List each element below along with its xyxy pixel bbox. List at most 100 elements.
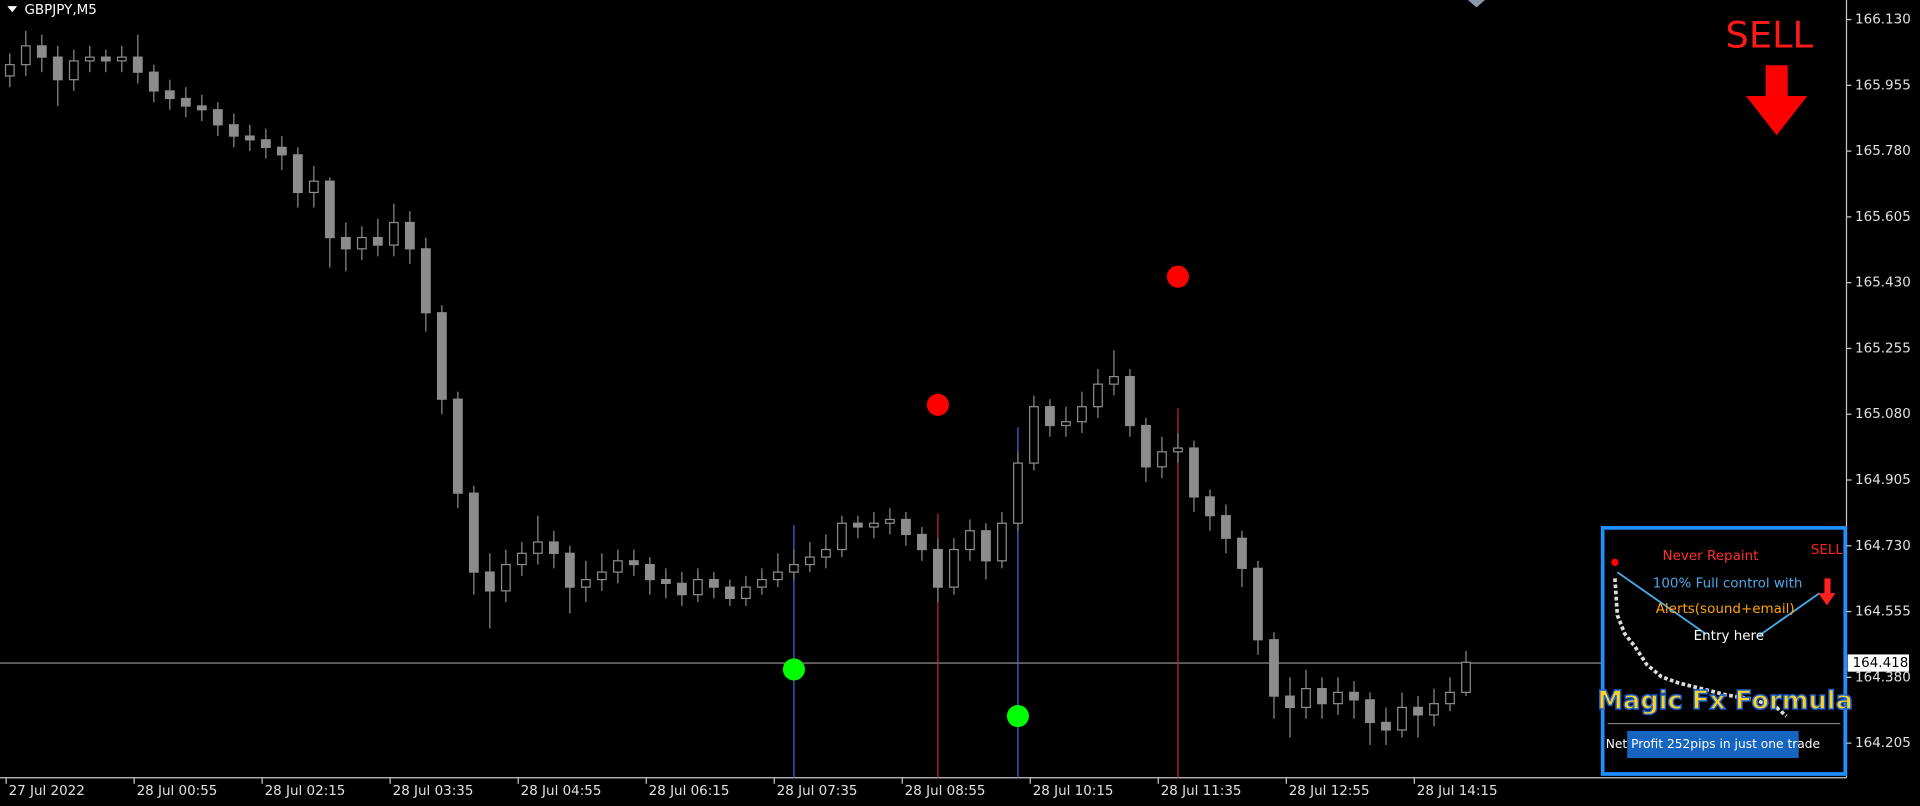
candle-body bbox=[1365, 699, 1375, 724]
inset-brand: Magic Fx Formula bbox=[1597, 686, 1853, 716]
candle-body bbox=[1269, 639, 1279, 697]
candle-body bbox=[308, 180, 319, 194]
candle-body bbox=[676, 582, 687, 596]
y-tick-label: 165.080 bbox=[1855, 406, 1911, 422]
candle-body bbox=[805, 556, 815, 566]
candle-body bbox=[68, 60, 79, 81]
candle-body bbox=[580, 578, 591, 588]
menu-triangle[interactable] bbox=[7, 6, 18, 13]
x-tick-label: 28 Jul 03:35 bbox=[393, 783, 474, 799]
signal-dot bbox=[782, 658, 805, 681]
candle-body bbox=[821, 548, 831, 558]
candle-body bbox=[468, 492, 479, 573]
candle-body bbox=[1301, 687, 1311, 709]
signal-text: SELL bbox=[1726, 13, 1814, 56]
candle-body bbox=[724, 586, 735, 600]
candle-body bbox=[837, 522, 847, 551]
candle-body bbox=[1237, 537, 1247, 569]
inset-text: Never Repaint bbox=[1663, 548, 1759, 564]
candle-body bbox=[1205, 496, 1215, 517]
candle-body bbox=[933, 548, 943, 588]
y-tick-label: 165.955 bbox=[1855, 77, 1911, 93]
candle-body bbox=[1125, 376, 1135, 427]
candle-body bbox=[965, 530, 975, 551]
candle-body bbox=[1157, 451, 1167, 468]
x-tick-label: 28 Jul 11:35 bbox=[1161, 783, 1242, 799]
inset-text: Alerts(sound+email) bbox=[1656, 601, 1795, 617]
candle-body bbox=[516, 552, 527, 566]
candle-body bbox=[356, 236, 367, 250]
y-tick-label: 165.605 bbox=[1855, 209, 1911, 225]
y-tick-label: 164.205 bbox=[1855, 735, 1911, 751]
candle-body bbox=[20, 45, 31, 66]
x-tick-label: 28 Jul 00:55 bbox=[137, 783, 218, 799]
candle-body bbox=[36, 45, 47, 58]
y-tick-label: 166.130 bbox=[1855, 12, 1911, 28]
candle-body bbox=[484, 571, 495, 592]
inset-text: Net Profit 252pips in just one trade bbox=[1606, 737, 1820, 751]
candle-body bbox=[789, 563, 799, 573]
candle-body bbox=[997, 522, 1007, 562]
candle-body bbox=[4, 64, 15, 77]
candle-body bbox=[452, 398, 463, 494]
candle-body bbox=[1317, 687, 1327, 705]
inset-profit-box bbox=[1627, 730, 1799, 759]
candle-body bbox=[292, 154, 303, 194]
candle-body bbox=[212, 109, 223, 126]
x-tick-label: 27 Jul 2022 bbox=[9, 783, 85, 799]
candle-body bbox=[1445, 691, 1455, 705]
candle-body bbox=[324, 180, 335, 239]
candle-body bbox=[1093, 383, 1103, 408]
candle-body bbox=[132, 56, 143, 73]
symbol-title: GBPJPY,M5 bbox=[25, 2, 97, 18]
y-tick-label: 165.780 bbox=[1855, 143, 1911, 159]
candle-body bbox=[1429, 703, 1439, 716]
inset-arrows bbox=[1616, 571, 1821, 637]
candle-body bbox=[756, 578, 767, 588]
candle-body bbox=[228, 124, 239, 137]
inset-dot bbox=[1611, 558, 1619, 567]
candle-body bbox=[1397, 706, 1407, 731]
current-price-label: 164.418 bbox=[1853, 655, 1909, 671]
candle-body bbox=[388, 221, 399, 246]
candle-body bbox=[260, 139, 271, 148]
x-tick-label: 28 Jul 10:15 bbox=[1033, 783, 1114, 799]
candle-body bbox=[1045, 406, 1055, 427]
candle-body bbox=[196, 105, 207, 111]
candle-body bbox=[1189, 447, 1199, 498]
candle-body bbox=[869, 522, 879, 528]
candle-body bbox=[1221, 515, 1231, 539]
candle-body bbox=[1013, 462, 1023, 524]
candle-body bbox=[436, 312, 447, 400]
candle-body bbox=[1461, 661, 1471, 693]
inset-text: 100% Full control with bbox=[1653, 575, 1803, 591]
candle-body bbox=[420, 248, 431, 314]
candle-body bbox=[532, 541, 543, 554]
candle-body bbox=[708, 578, 719, 588]
x-tick-label: 28 Jul 08:55 bbox=[905, 783, 986, 799]
y-tick-label: 165.255 bbox=[1855, 340, 1911, 356]
candle-body bbox=[116, 56, 127, 62]
candle-body bbox=[52, 56, 63, 81]
candle-body bbox=[372, 236, 383, 246]
candle-body bbox=[1029, 406, 1039, 464]
candle-body bbox=[612, 560, 623, 573]
candle-body bbox=[949, 548, 959, 588]
candle-body bbox=[244, 135, 255, 141]
candle-body bbox=[100, 56, 111, 62]
scroll-marker bbox=[1467, 0, 1486, 8]
x-tick-label: 28 Jul 02:15 bbox=[265, 783, 346, 799]
inset-candles bbox=[1613, 578, 1788, 718]
candle-body bbox=[1253, 567, 1263, 641]
signal-dot bbox=[926, 393, 949, 416]
candle-body bbox=[548, 541, 559, 554]
sell-arrow bbox=[1746, 65, 1808, 136]
candle-body bbox=[981, 530, 991, 562]
current-price-box bbox=[1847, 654, 1909, 672]
candle-body bbox=[692, 578, 703, 596]
candle-body bbox=[644, 563, 655, 581]
candle-body bbox=[564, 552, 575, 588]
x-tick-label: 28 Jul 14:15 bbox=[1417, 783, 1498, 799]
candle-body bbox=[1061, 421, 1071, 427]
